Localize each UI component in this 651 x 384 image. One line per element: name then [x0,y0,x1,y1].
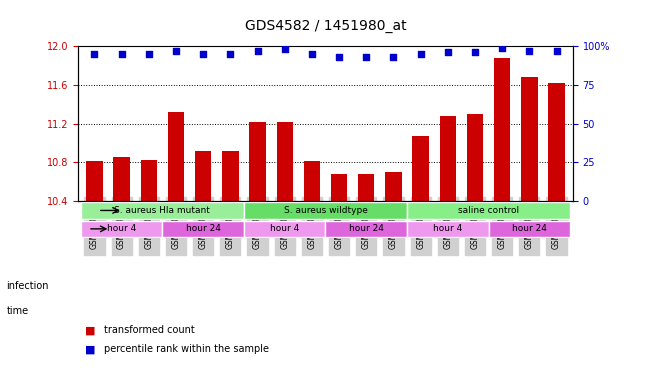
Point [470,49,480,55]
Bar [277,122,293,201]
Bar [222,151,238,201]
FancyBboxPatch shape [407,202,570,219]
Text: hour 24: hour 24 [349,224,383,233]
Bar [548,83,564,201]
Text: percentile rank within the sample: percentile rank within the sample [104,344,269,354]
Bar [358,174,374,201]
Bar [141,159,157,201]
Text: hour 24: hour 24 [186,224,221,233]
Point [225,51,236,57]
Point [144,51,154,57]
Bar [331,174,347,201]
FancyBboxPatch shape [81,202,244,219]
Text: hour 4: hour 4 [107,224,136,233]
Bar [494,58,510,201]
FancyBboxPatch shape [489,220,570,237]
FancyBboxPatch shape [81,220,162,237]
Point [117,51,127,57]
Point [253,48,263,54]
Point [334,54,344,60]
Point [171,48,181,54]
Point [89,51,100,57]
FancyBboxPatch shape [244,220,326,237]
FancyBboxPatch shape [326,220,407,237]
Bar [467,114,483,201]
Point [415,51,426,57]
Point [279,46,290,52]
Bar [304,161,320,201]
Point [551,48,562,54]
Bar [195,151,212,201]
Text: GDS4582 / 1451980_at: GDS4582 / 1451980_at [245,19,406,33]
Text: S. aureus Hla mutant: S. aureus Hla mutant [115,206,210,215]
FancyBboxPatch shape [162,220,244,237]
Text: saline control: saline control [458,206,519,215]
Text: ■: ■ [85,344,95,354]
Point [443,49,453,55]
Point [388,54,398,60]
Bar [113,157,130,201]
Point [198,51,208,57]
FancyBboxPatch shape [244,202,407,219]
Point [307,51,317,57]
Bar [439,116,456,201]
Text: ■: ■ [85,325,95,335]
Point [361,54,372,60]
Bar [521,77,538,201]
Bar [385,172,402,201]
Point [524,48,534,54]
Bar [87,161,103,201]
Bar [168,112,184,201]
Text: infection: infection [7,281,49,291]
Text: transformed count: transformed count [104,325,195,335]
Text: hour 4: hour 4 [433,224,462,233]
Bar [413,136,429,201]
FancyBboxPatch shape [407,220,489,237]
Bar [249,122,266,201]
Text: hour 4: hour 4 [270,224,299,233]
Text: S. aureus wildtype: S. aureus wildtype [284,206,367,215]
Point [497,45,507,51]
Text: time: time [7,306,29,316]
Text: hour 24: hour 24 [512,224,547,233]
